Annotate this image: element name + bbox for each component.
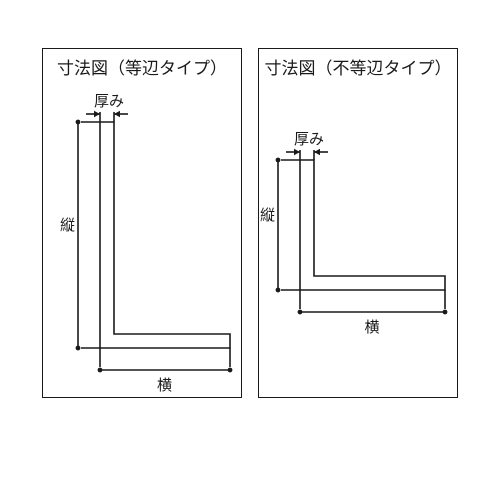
label-right-vertical: 縦 — [256, 207, 277, 222]
panel-left-title: 寸法図（等辺タイプ） — [42, 54, 242, 79]
label-left-thickness: 厚み — [94, 90, 124, 111]
label-right-horizontal: 横 — [365, 316, 380, 337]
label-left-horizontal: 横 — [157, 374, 172, 395]
panel-right-border — [258, 48, 458, 398]
label-left-vertical: 縦 — [56, 217, 77, 232]
label-right-thickness: 厚み — [294, 128, 324, 149]
panel-right-title: 寸法図（不等辺タイプ） — [258, 54, 458, 79]
